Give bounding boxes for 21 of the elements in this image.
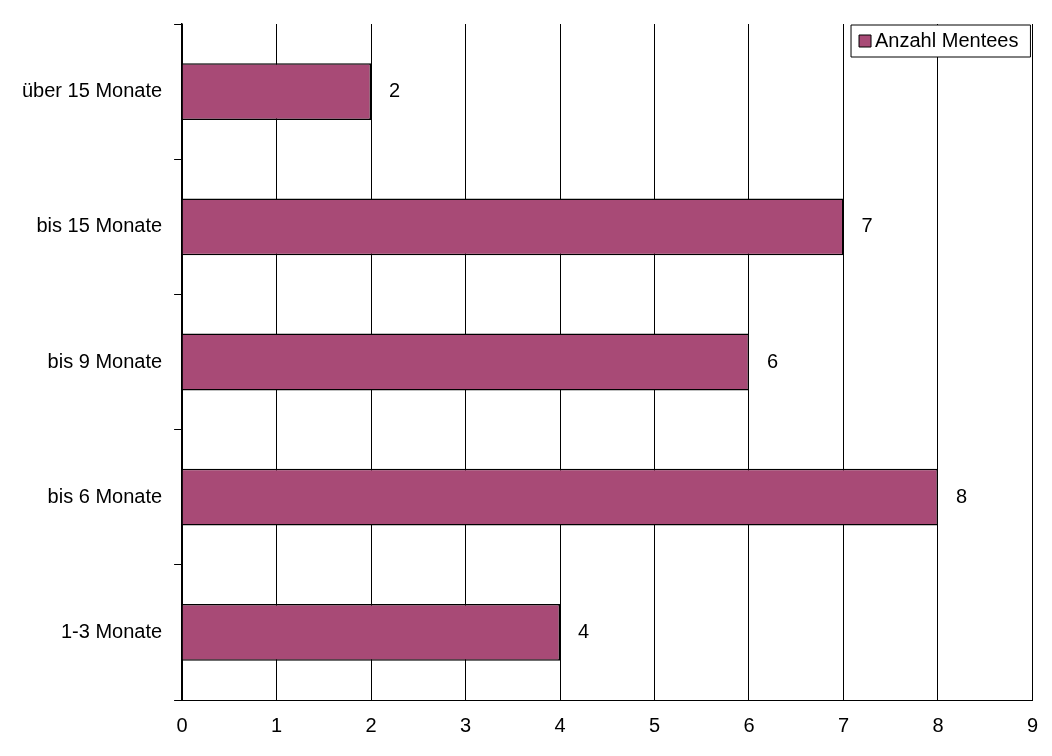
data-label: 4 [578, 619, 590, 642]
x-tick-label: 4 [554, 713, 566, 736]
y-tick-label: bis 6 Monate [47, 484, 163, 507]
x-tick-label: 5 [648, 713, 661, 736]
data-label: 8 [955, 484, 968, 507]
x-tick-label: 9 [1026, 713, 1038, 736]
x-tick-label: 1 [271, 713, 283, 736]
y-tick-label: 1-3 Monate [60, 619, 163, 642]
x-tick-label: 3 [459, 713, 472, 736]
y-tick-label: über 15 Monate [21, 79, 163, 102]
x-tick-label: 2 [365, 713, 377, 736]
y-tick-label: bis 9 Monate [47, 349, 163, 372]
data-label: 6 [766, 349, 779, 372]
x-tick-label: 8 [932, 713, 944, 736]
data-label: 2 [389, 79, 401, 102]
x-tick-label: 6 [743, 713, 755, 736]
y-tick-label: bis 15 Monate [36, 214, 163, 237]
legend-label: Anzahl Mentees [875, 28, 1019, 51]
data-label: 7 [861, 214, 873, 237]
x-tick-label: 7 [837, 713, 850, 736]
x-tick-label: 0 [176, 713, 188, 736]
